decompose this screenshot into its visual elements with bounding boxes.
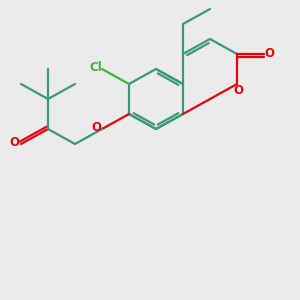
Text: Cl: Cl	[89, 61, 102, 74]
Text: O: O	[264, 47, 274, 60]
Text: O: O	[233, 84, 244, 97]
Text: O: O	[9, 136, 20, 149]
Text: O: O	[92, 121, 102, 134]
